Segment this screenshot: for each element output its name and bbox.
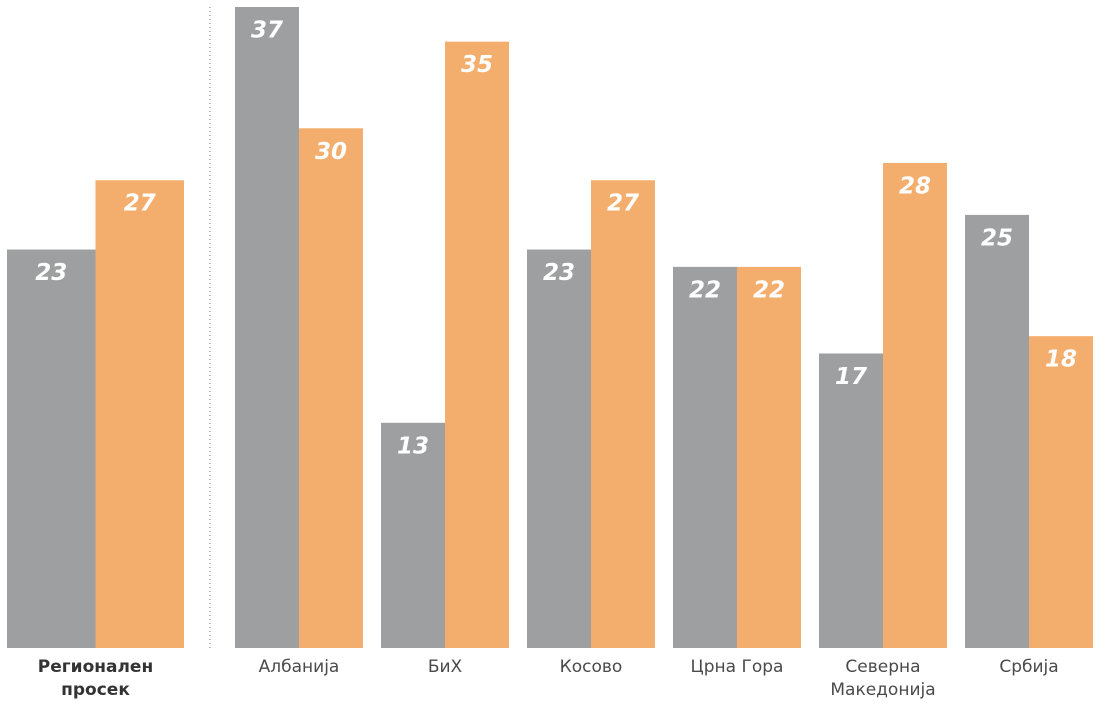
value-label: 28 bbox=[899, 173, 931, 199]
value-label: 30 bbox=[315, 139, 347, 165]
bar bbox=[381, 422, 445, 648]
bar bbox=[7, 249, 96, 649]
value-label: 18 bbox=[1045, 347, 1077, 373]
value-label: 22 bbox=[753, 277, 785, 303]
bar bbox=[883, 162, 947, 648]
category-label: Северна Македонија bbox=[830, 657, 936, 700]
value-label: 23 bbox=[35, 260, 67, 286]
bar bbox=[445, 41, 509, 649]
bar bbox=[737, 266, 801, 648]
value-label: 17 bbox=[835, 364, 867, 390]
bar bbox=[591, 180, 655, 649]
category-label: Црна Гора bbox=[690, 657, 784, 677]
bar bbox=[527, 249, 591, 649]
bar bbox=[819, 353, 883, 648]
value-label: 27 bbox=[607, 191, 639, 217]
value-label: 37 bbox=[251, 18, 283, 44]
bar bbox=[1029, 336, 1093, 648]
value-label: 35 bbox=[461, 52, 493, 78]
value-label: 25 bbox=[981, 225, 1013, 251]
value-label: 22 bbox=[689, 277, 721, 303]
category-label: Албанија bbox=[258, 657, 340, 677]
bar bbox=[299, 128, 363, 648]
bar bbox=[235, 7, 299, 648]
category-label: Косово bbox=[559, 657, 623, 677]
category-label: БиХ bbox=[427, 657, 463, 677]
category-label: Србија bbox=[999, 657, 1059, 677]
value-label: 27 bbox=[124, 191, 156, 217]
value-label: 23 bbox=[543, 260, 575, 286]
bar bbox=[95, 180, 184, 649]
category-label: Регионален просек bbox=[37, 657, 154, 700]
value-label: 13 bbox=[397, 433, 429, 459]
bar bbox=[965, 214, 1029, 648]
bar bbox=[673, 266, 737, 648]
